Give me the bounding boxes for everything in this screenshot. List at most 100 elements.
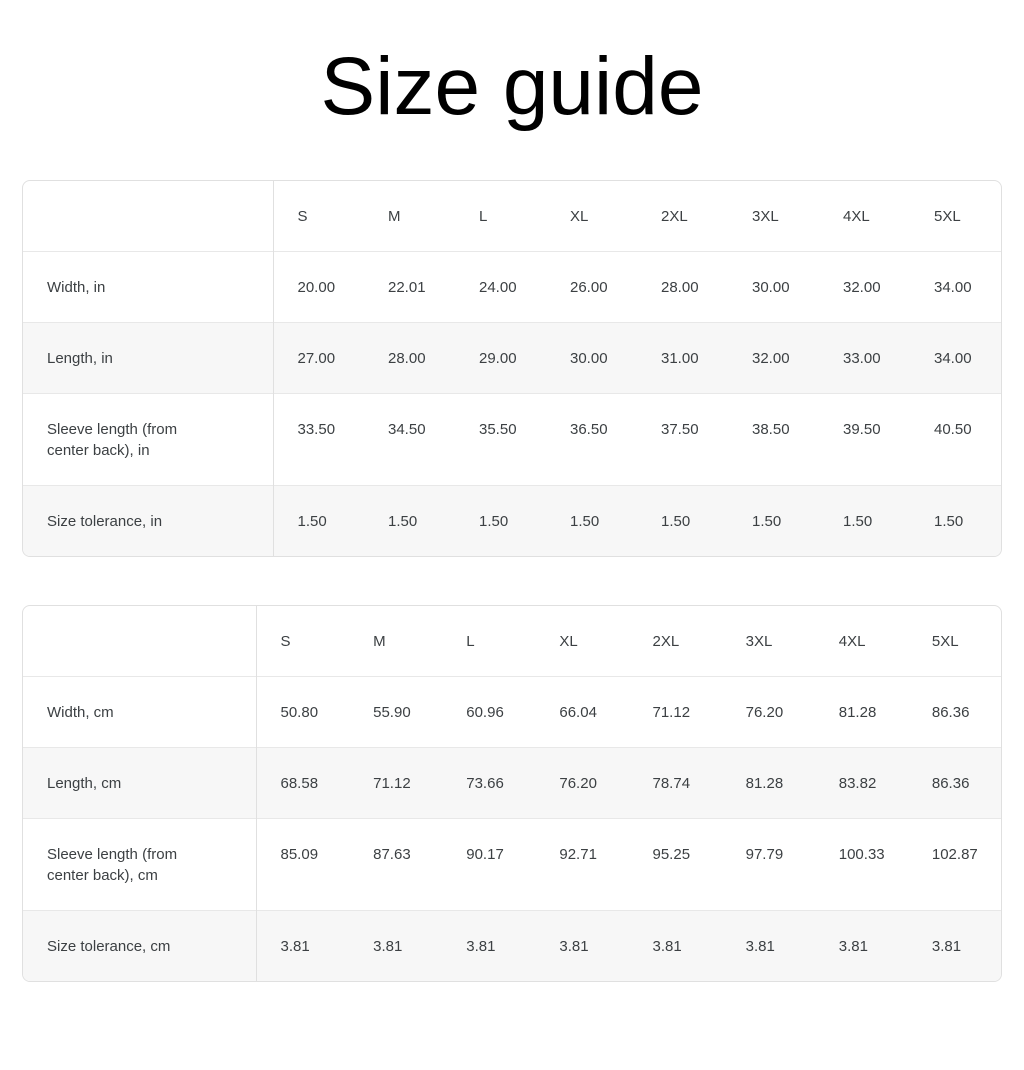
cell-value: 68.58: [256, 747, 350, 819]
cell-value: 1.50: [273, 485, 364, 556]
cell-value: 3.81: [349, 910, 443, 981]
row-label-text: Sleeve length (from center back), in: [47, 421, 178, 459]
cell-value: 97.79: [721, 818, 815, 911]
cell-value: 3.81: [442, 910, 536, 981]
cell-value: 1.50: [455, 485, 546, 556]
row-label: Width, cm: [23, 676, 257, 748]
size-table-inches: S M L XL 2XL 3XL 4XL 5XL Width, in 20.00…: [22, 180, 1002, 557]
cell-value: 85.09: [256, 818, 350, 911]
column-header-xl: XL: [570, 208, 589, 225]
cell-value: 36.50: [546, 393, 637, 486]
column-header-m: M: [373, 633, 386, 650]
column-header-3xl: 3XL: [745, 633, 773, 650]
cell-value: 81.28: [814, 676, 908, 748]
cell-value: 26.00: [546, 251, 637, 323]
cell-value: 35.50: [455, 393, 546, 486]
row-label-text: Sleeve length (from center back), cm: [47, 846, 178, 884]
cell-value: 50.80: [256, 676, 350, 748]
table-row-tolerance-in: Size tolerance, in 1.50 1.50 1.50 1.50 1…: [23, 485, 1001, 556]
row-label: Width, in: [23, 251, 274, 323]
cell-value: 86.36: [907, 676, 1001, 748]
cell-value: 1.50: [910, 485, 1001, 556]
cell-value: 73.66: [442, 747, 536, 819]
cell-value: 71.12: [349, 747, 443, 819]
cell-value: 76.20: [535, 747, 629, 819]
cell-value: 1.50: [546, 485, 637, 556]
row-label: Length, in: [23, 322, 274, 394]
cell-value: 40.50: [910, 393, 1001, 486]
row-label: Sleeve length (from center back), cm: [23, 818, 257, 911]
page-title: Size guide: [320, 41, 704, 132]
cell-value: 90.17: [442, 818, 536, 911]
column-header-5xl: 5XL: [931, 633, 959, 650]
column-header-m: M: [388, 208, 401, 225]
cell-value: 33.00: [819, 322, 910, 394]
column-header-5xl: 5XL: [934, 208, 961, 225]
size-table-cm-table: S M L XL 2XL 3XL 4XL 5XL Width, cm 50.80…: [23, 606, 1001, 981]
cell-value: 1.50: [728, 485, 819, 556]
cell-value: 30.00: [728, 251, 819, 323]
row-label-text: Length, in: [47, 350, 113, 367]
cell-value: 60.96: [442, 676, 536, 748]
cell-value: 81.28: [721, 747, 815, 819]
cell-value: 22.01: [364, 251, 455, 323]
table-row-width-in: Width, in 20.00 22.01 24.00 26.00 28.00 …: [23, 251, 1001, 323]
cell-value: 3.81: [721, 910, 815, 981]
column-header-s: S: [297, 208, 308, 225]
column-header-4xl: 4XL: [843, 208, 870, 225]
row-label-text: Size tolerance, cm: [47, 938, 171, 955]
row-label-text: Width, in: [47, 279, 106, 296]
table-row-length-in: Length, in 27.00 28.00 29.00 30.00 31.00…: [23, 322, 1001, 394]
cell-value: 102.87: [907, 818, 1001, 911]
cell-value: 33.50: [273, 393, 364, 486]
cell-value: 29.00: [455, 322, 546, 394]
cell-value: 1.50: [637, 485, 728, 556]
cell-value: 31.00: [637, 322, 728, 394]
cell-value: 32.00: [819, 251, 910, 323]
header-row: S M L XL 2XL 3XL 4XL 5XL: [23, 606, 1001, 677]
cell-value: 24.00: [455, 251, 546, 323]
cell-value: 3.81: [256, 910, 350, 981]
header-row: S M L XL 2XL 3XL 4XL 5XL: [23, 181, 1001, 252]
cell-value: 71.12: [628, 676, 722, 748]
cell-value: 78.74: [628, 747, 722, 819]
cell-value: 28.00: [637, 251, 728, 323]
row-label: Length, cm: [23, 747, 257, 819]
cell-value: 34.00: [910, 251, 1001, 323]
table-row-width-cm: Width, cm 50.80 55.90 60.96 66.04 71.12 …: [23, 676, 1001, 748]
cell-value: 55.90: [349, 676, 443, 748]
cell-value: 1.50: [819, 485, 910, 556]
cell-value: 39.50: [819, 393, 910, 486]
column-header-2xl: 2XL: [652, 633, 680, 650]
cell-value: 87.63: [349, 818, 443, 911]
row-label: Size tolerance, cm: [23, 910, 257, 981]
corner-cell: [23, 606, 257, 677]
row-label: Size tolerance, in: [23, 485, 274, 556]
row-label-text: Width, cm: [47, 704, 114, 721]
cell-value: 34.00: [910, 322, 1001, 394]
cell-value: 30.00: [546, 322, 637, 394]
cell-value: 3.81: [535, 910, 629, 981]
cell-value: 83.82: [814, 747, 908, 819]
table-row-tolerance-cm: Size tolerance, cm 3.81 3.81 3.81 3.81 3…: [23, 910, 1001, 981]
cell-value: 27.00: [273, 322, 364, 394]
table-row-length-cm: Length, cm 68.58 71.12 73.66 76.20 78.74…: [23, 747, 1001, 819]
cell-value: 100.33: [814, 818, 908, 911]
cell-value: 1.50: [364, 485, 455, 556]
column-header-s: S: [280, 633, 291, 650]
row-label-text: Length, cm: [47, 775, 122, 792]
size-table-inches-table: S M L XL 2XL 3XL 4XL 5XL Width, in 20.00…: [23, 181, 1001, 556]
cell-value: 92.71: [535, 818, 629, 911]
cell-value: 76.20: [721, 676, 815, 748]
column-header-3xl: 3XL: [752, 208, 779, 225]
cell-value: 34.50: [364, 393, 455, 486]
cell-value: 3.81: [907, 910, 1001, 981]
row-label-text: Size tolerance, in: [47, 513, 163, 530]
cell-value: 95.25: [628, 818, 722, 911]
cell-value: 3.81: [628, 910, 722, 981]
cell-value: 32.00: [728, 322, 819, 394]
column-header-4xl: 4XL: [838, 633, 866, 650]
cell-value: 28.00: [364, 322, 455, 394]
cell-value: 86.36: [907, 747, 1001, 819]
row-label: Sleeve length (from center back), in: [23, 393, 274, 486]
